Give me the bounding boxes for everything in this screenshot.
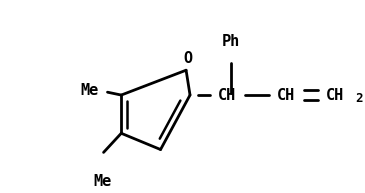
Text: CH: CH [326,88,345,102]
Text: Me: Me [80,83,98,98]
Text: Me: Me [94,174,112,189]
Text: Ph: Ph [222,34,241,49]
Text: 2: 2 [355,92,362,105]
Text: CH: CH [218,88,237,102]
Text: O: O [184,51,193,66]
Text: CH: CH [277,88,295,102]
